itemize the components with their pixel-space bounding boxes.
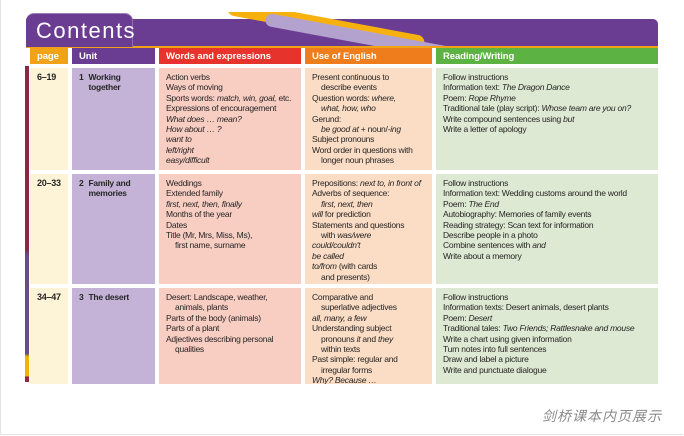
unit-number: 1	[79, 72, 84, 82]
column-header-words: Words and expressions	[159, 48, 301, 64]
column-header-reading: Reading/Writing	[436, 48, 658, 64]
column-header-page: page	[30, 48, 68, 64]
page-range-row-2: 20–33	[30, 174, 68, 284]
contents-title-box: Contents	[26, 13, 137, 47]
swoosh-lavender-stripe	[264, 12, 454, 46]
column-header-unit: Unit	[72, 48, 155, 64]
unit-cell-row-2: 2 Family and memories	[72, 174, 155, 284]
reading-cell-row-1: Follow instructions Information text: The…	[436, 68, 658, 170]
unit-cell-row-3: 3 The desert	[72, 288, 155, 384]
unit-name: Family and memories	[88, 178, 131, 199]
unit-number: 2	[79, 178, 84, 188]
reading-cell-row-3: Follow instructions Information texts: De…	[436, 288, 658, 384]
unit-cell-row-1: 1 Working together	[72, 68, 155, 170]
left-edge-decoration	[25, 66, 29, 382]
english-cell-row-1: Present continuous to describe events Ques…	[305, 68, 432, 170]
unit-name: The desert	[88, 292, 129, 302]
words-cell-row-1: Action verbs Ways of moving Sports words: …	[159, 68, 301, 170]
contents-banner: Contents	[26, 12, 658, 48]
unit-name: Working together	[88, 72, 121, 93]
page-range-row-1: 6–19	[30, 68, 68, 170]
words-cell-row-3: Desert: Landscape, weather, animals, plan…	[159, 288, 301, 384]
english-cell-row-3: Comparative and superlative adjectives all…	[305, 288, 432, 384]
reading-cell-row-2: Follow instructions Information text: Wed…	[436, 174, 658, 284]
caption-watermark: 剑桥课本内页展示	[542, 408, 662, 424]
words-cell-row-2: Weddings Extended family first, next, then…	[159, 174, 301, 284]
contents-table: page Unit Words and expressions Use of Engl…	[30, 48, 658, 384]
page-range-row-3: 34–47	[30, 288, 68, 384]
english-cell-row-2: Prepositions: next to, in front of Adverb…	[305, 174, 432, 284]
unit-number: 3	[79, 292, 84, 302]
column-header-english: Use of English	[305, 48, 432, 64]
page-title: Contents	[36, 18, 137, 43]
swoosh-decoration	[216, 12, 466, 46]
